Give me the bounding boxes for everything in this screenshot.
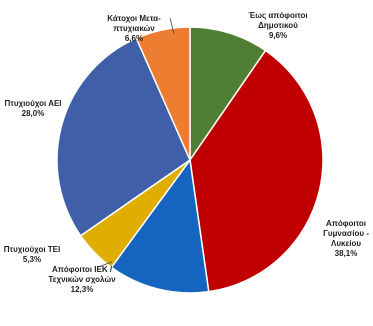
slice-label-line: Πτυχιούχοι ΑΕΙ	[4, 99, 61, 108]
slice-value-4: 28,0%	[22, 109, 45, 118]
slice-label-4: Πτυχιούχοι ΑΕΙ 28,0%	[4, 99, 61, 118]
slice-label-line: Πτυχιούχοι ΤΕΙ	[4, 245, 60, 254]
slice-label-line: Τεχνικών σχολών	[48, 275, 116, 284]
slice-label-line: Απόφοιτοι	[326, 219, 366, 228]
slice-value-1: 38,1%	[335, 249, 358, 258]
slice-label-line: Γυμνασίου -	[323, 229, 369, 238]
pie-slice-1	[189, 49, 324, 293]
slice-value-5: 6,6%	[125, 34, 143, 43]
pie-slice-4	[56, 37, 191, 237]
slice-value-3: 5,3%	[23, 255, 41, 264]
leader-lines	[97, 17, 175, 268]
slice-label-line: Δημοτικού	[258, 21, 298, 30]
leader-line-5	[169, 17, 175, 35]
slice-value-2: 12,3%	[71, 285, 94, 294]
slice-label-line: Λυκείου	[331, 239, 361, 248]
slice-label-line: Κάτοχοι Μετα-	[107, 14, 161, 23]
slice-label-0: Έως απόφοιτοι Δημοτικού 9,6%	[248, 11, 307, 40]
slice-label-line: Απόφοιτοι ΙΕΚ /	[52, 265, 113, 274]
leader-line-2	[97, 261, 113, 268]
slice-value-0: 9,6%	[269, 31, 287, 40]
slice-label-line: πτυχιακών	[113, 24, 155, 33]
pie-slice-0	[189, 26, 267, 161]
slice-label-5: Κάτοχοι Μετα-πτυχιακών 6,6%	[107, 14, 161, 43]
slice-labels: Έως απόφοιτοι Δημοτικού 9,6% Απόφοιτοι Γυμνα…	[4, 11, 369, 294]
pie-slice-5	[135, 26, 191, 161]
pie-slice-2	[110, 159, 210, 294]
slice-label-3: Πτυχιούχοι ΤΕΙ 5,3%	[4, 245, 60, 264]
slice-label-line: Έως απόφοιτοι	[248, 11, 307, 20]
pie-slices	[56, 26, 324, 294]
slice-label-1: Απόφοιτοι Γυμνασίου -Λυκείου 38,1%	[323, 219, 369, 258]
slice-label-2: Απόφοιτοι ΙΕΚ / Τεχνικών σχολών 12,3%	[48, 265, 116, 294]
